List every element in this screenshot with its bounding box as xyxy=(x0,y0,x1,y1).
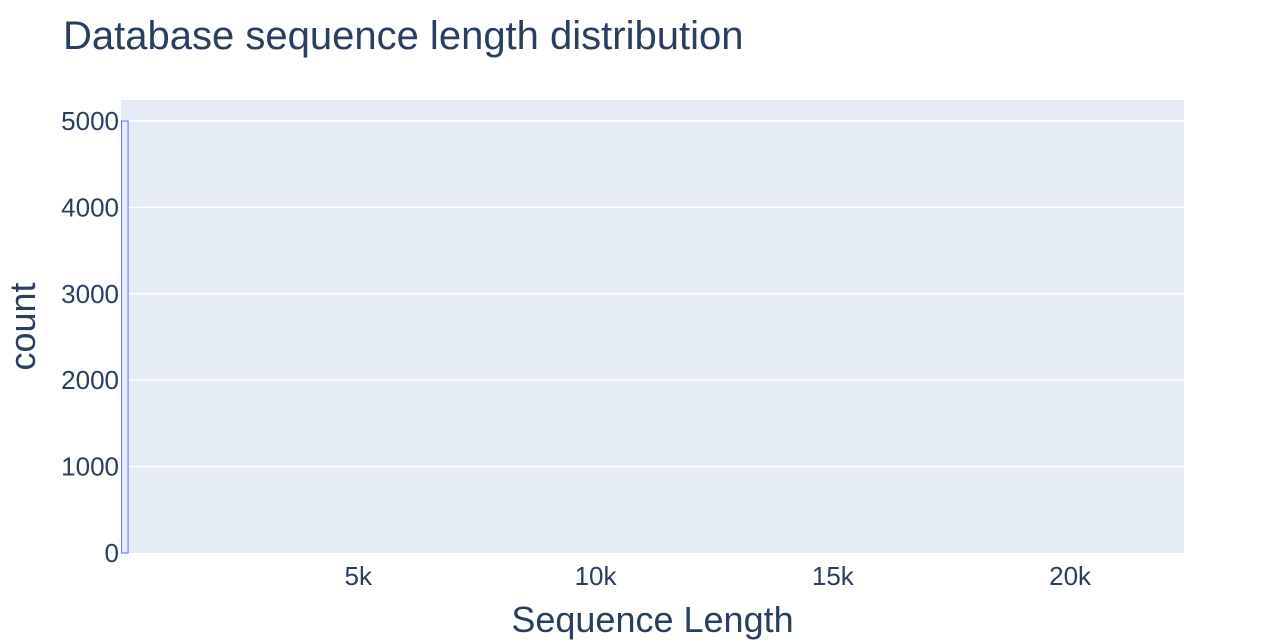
y-tick-label: 0 xyxy=(105,538,119,568)
x-axis-ticks: 5k 10k 15k 20k xyxy=(345,561,1093,591)
y-tick-label: 3000 xyxy=(61,279,119,309)
y-tick-label: 5000 xyxy=(61,106,119,136)
x-tick-label: 20k xyxy=(1049,561,1092,591)
gridlines xyxy=(121,120,1184,468)
y-tick-label: 4000 xyxy=(61,192,119,222)
y-tick-label: 2000 xyxy=(61,365,119,395)
x-tick-label: 10k xyxy=(575,561,618,591)
y-axis-ticks: 0 1000 2000 3000 4000 5000 xyxy=(61,106,119,568)
bars xyxy=(121,120,129,554)
y-axis-title: count xyxy=(2,282,43,370)
histogram-bar xyxy=(121,120,129,554)
chart-title: Database sequence length distribution xyxy=(63,14,744,58)
x-tick-label: 5k xyxy=(345,561,373,591)
x-axis-title: Sequence Length xyxy=(511,599,793,640)
plot-area xyxy=(121,100,1184,553)
x-tick-label: 15k xyxy=(812,561,855,591)
y-tick-label: 1000 xyxy=(61,452,119,482)
